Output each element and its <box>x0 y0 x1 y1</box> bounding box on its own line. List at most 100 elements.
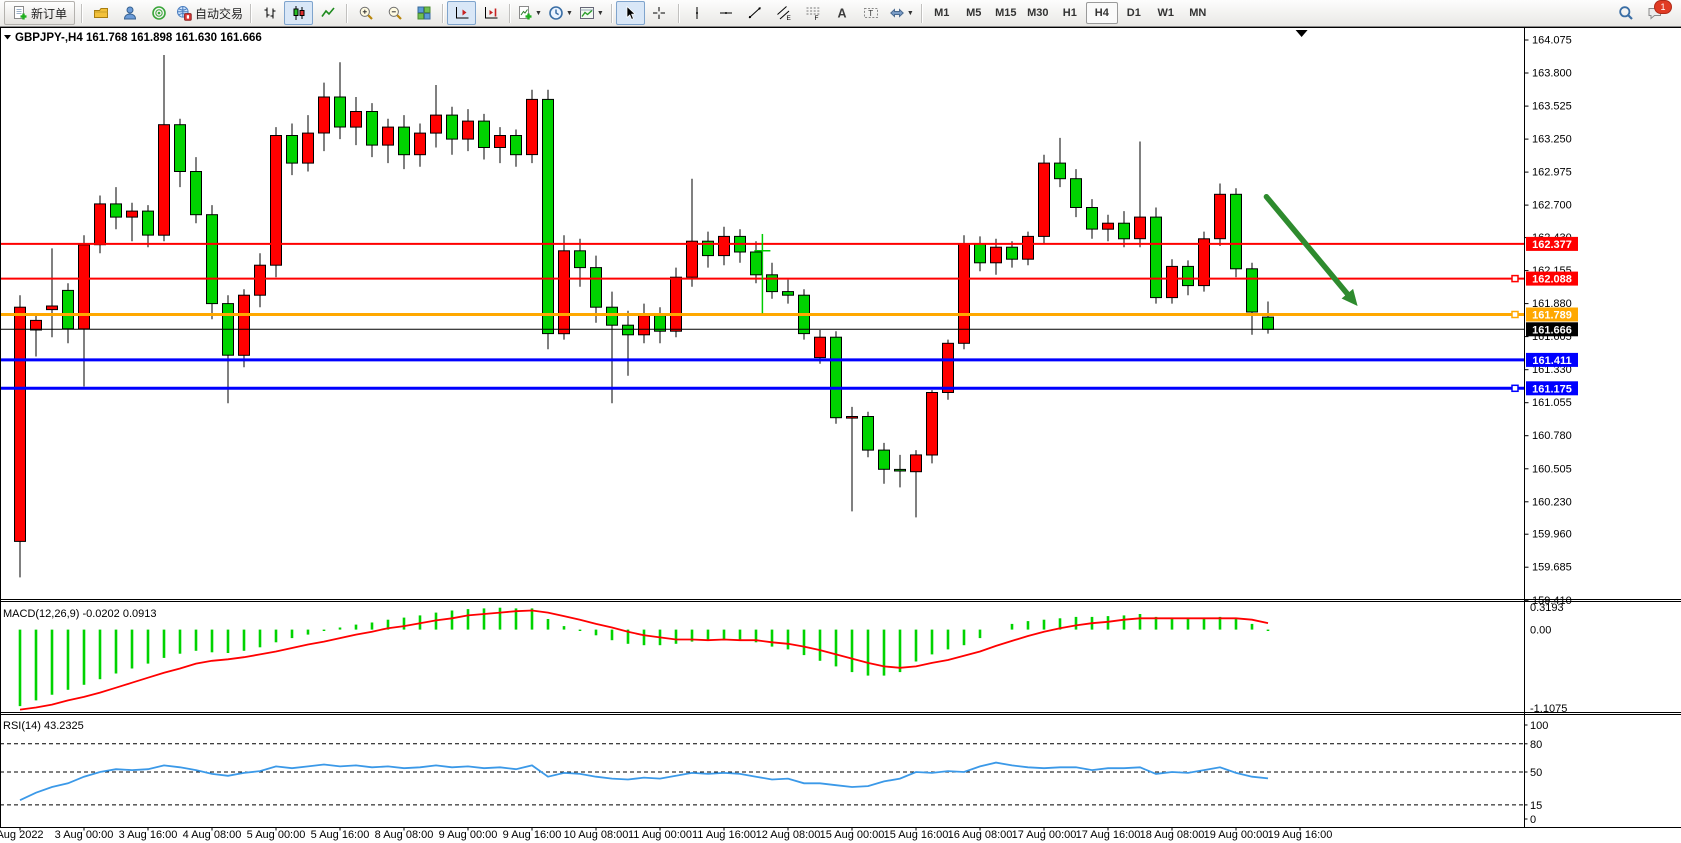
svg-text:163.525: 163.525 <box>1532 101 1572 113</box>
crosshair-button[interactable] <box>645 1 674 25</box>
candlestick-chart-button[interactable] <box>284 1 314 25</box>
svg-text:15: 15 <box>1530 800 1542 812</box>
svg-text:162.377: 162.377 <box>1532 239 1572 251</box>
line-chart-button[interactable] <box>313 1 342 25</box>
svg-text:16 Aug 08:00: 16 Aug 08:00 <box>948 829 1013 841</box>
timeframe-h1-button[interactable]: H1 <box>1062 7 1077 19</box>
svg-text:5 Aug 00:00: 5 Aug 00:00 <box>247 829 306 841</box>
zoom-out-icon <box>388 6 402 20</box>
svg-text:100: 100 <box>1530 720 1548 732</box>
svg-text:80: 80 <box>1530 739 1542 751</box>
svg-text:GBPJPY-,H4 161.768 161.898 16: GBPJPY-,H4 161.768 161.898 161.630 161.6… <box>15 32 262 44</box>
dropdown-arrow-icon: ▼ <box>596 9 604 17</box>
timeframe-mn-button[interactable]: MN <box>1189 7 1207 19</box>
svg-text:E: E <box>787 15 792 21</box>
chart-title: GBPJPY-,H4 161.768 161.898 161.630 161.6… <box>4 32 262 44</box>
search-icon <box>1618 6 1633 20</box>
svg-text:9 Aug 00:00: 9 Aug 00:00 <box>439 829 498 841</box>
arrows-button[interactable]: ▼ <box>886 1 917 25</box>
time-axis[interactable]: Aug 2022 3 Aug 00:00 3 Aug 16:00 4 Aug 08:0… <box>0 827 1332 842</box>
svg-text:160.230: 160.230 <box>1532 496 1572 508</box>
price-axis[interactable]: 164.075 163.800 163.525 163.250 162.975 162.7… <box>1524 35 1579 827</box>
svg-text:F: F <box>815 15 819 21</box>
svg-text:163.250: 163.250 <box>1532 134 1572 146</box>
line-icon <box>320 7 335 17</box>
svg-text:163.800: 163.800 <box>1532 68 1572 80</box>
svg-text:159.410: 159.410 <box>1532 595 1572 607</box>
horizontal-lines-layer[interactable] <box>0 242 1524 393</box>
autotrading-button[interactable]: 自动交易 <box>173 1 246 25</box>
zoom-in-button[interactable] <box>351 1 380 25</box>
profiles-icon <box>93 8 108 18</box>
dropdown-arrow-icon: ▼ <box>565 9 573 17</box>
zoom-out-button[interactable] <box>380 1 409 25</box>
svg-text:3 Aug 16:00: 3 Aug 16:00 <box>119 829 178 841</box>
timeframe-m1-button[interactable]: M1 <box>934 7 950 19</box>
timeframe-m5-button[interactable]: M5 <box>966 7 982 19</box>
rsi-pane[interactable]: RSI(14) 43.2325 <box>0 720 1524 806</box>
svg-text:162.975: 162.975 <box>1532 167 1572 179</box>
shift-icon <box>455 7 469 19</box>
timeframe-m30-button[interactable]: M30 <box>1027 7 1049 19</box>
new-chart-icon <box>519 6 532 20</box>
vertical-line-button[interactable] <box>683 1 712 25</box>
svg-text:9 Aug 16:00: 9 Aug 16:00 <box>503 829 562 841</box>
dropdown-arrow-icon: ▼ <box>535 9 542 17</box>
chart-shift-marker[interactable] <box>1295 30 1308 37</box>
collapse-triangle-icon <box>4 35 11 40</box>
macd-pane[interactable]: MACD(12,26,9) -0.0202 0.0913 <box>3 607 1270 711</box>
chart-shift-button[interactable] <box>447 1 477 25</box>
pane-borders <box>0 27 1681 828</box>
toolbar-separator <box>442 3 444 23</box>
rsi-label: RSI(14) 43.2325 <box>3 720 84 732</box>
equidistant-channel-button[interactable]: E <box>770 1 799 25</box>
templates-button[interactable]: ▼ <box>576 1 607 25</box>
svg-text:12 Aug 08:00: 12 Aug 08:00 <box>756 829 821 841</box>
new-chart-button[interactable]: ▼ <box>514 1 545 25</box>
timeframe-m15-button[interactable]: M15 <box>995 7 1017 19</box>
notifications-button[interactable]: 1 <box>1640 0 1672 25</box>
svg-text:159.685: 159.685 <box>1532 562 1572 574</box>
svg-text:0.3193: 0.3193 <box>1530 602 1564 614</box>
svg-text:18 Aug 08:00: 18 Aug 08:00 <box>1140 829 1205 841</box>
fibonacci-button[interactable]: F <box>799 1 828 25</box>
bar-chart-button[interactable] <box>255 1 284 25</box>
down-arrow-annotation[interactable] <box>1263 193 1358 307</box>
svg-text:10 Aug 08:00: 10 Aug 08:00 <box>564 829 629 841</box>
text-button[interactable]: A <box>828 1 857 25</box>
navigator-button[interactable] <box>115 1 144 25</box>
zoom-in-icon <box>359 6 373 20</box>
text-icon: A <box>838 7 847 21</box>
timeframe-h4-button[interactable]: H4 <box>1085 2 1118 24</box>
toolbar-separator <box>610 3 612 23</box>
new-order-button-label: 新订单 <box>31 6 68 21</box>
tile-windows-button[interactable] <box>409 1 438 25</box>
cursor-button[interactable] <box>615 1 645 25</box>
timeframe-d1-button[interactable]: D1 <box>1126 7 1141 19</box>
svg-text:161.789: 161.789 <box>1532 310 1572 322</box>
svg-text:19 Aug 00:00: 19 Aug 00:00 <box>1204 829 1269 841</box>
trendline-button[interactable] <box>741 1 770 25</box>
main-toolbar: 新订单 自动交易 ▼ ▼ ▼ E F A T ▼ M1 M5 M15 M30 H1 H4 D1 W1 MN 1 <box>0 0 1681 27</box>
profiles-button[interactable] <box>86 1 115 25</box>
search-button[interactable] <box>1611 1 1640 25</box>
auto-scroll-button[interactable] <box>476 1 505 25</box>
new-order-button[interactable]: 新订单 <box>4 1 76 25</box>
crosshair-icon <box>653 7 666 19</box>
timeframe-w1-button[interactable]: W1 <box>1157 7 1175 19</box>
navigator-icon <box>123 6 136 20</box>
periodicity-button[interactable]: ▼ <box>545 1 576 25</box>
text-label-button[interactable]: T <box>857 1 886 25</box>
svg-text:0.00: 0.00 <box>1530 625 1551 637</box>
toolbar-separator <box>677 3 679 23</box>
macd-label: MACD(12,26,9) -0.0202 0.0913 <box>3 608 156 620</box>
terminal-button[interactable] <box>144 1 173 25</box>
autotrading-icon <box>177 6 192 21</box>
terminal-icon <box>151 6 166 20</box>
horizontal-line-button[interactable] <box>712 1 741 25</box>
svg-text:15 Aug 16:00: 15 Aug 16:00 <box>884 829 949 841</box>
cross-annotation[interactable] <box>754 233 771 314</box>
svg-text:0: 0 <box>1530 814 1536 826</box>
template-icon <box>579 7 594 19</box>
chart-canvas[interactable]: GBPJPY-,H4 161.768 161.898 161.630 161.6… <box>0 27 1681 843</box>
